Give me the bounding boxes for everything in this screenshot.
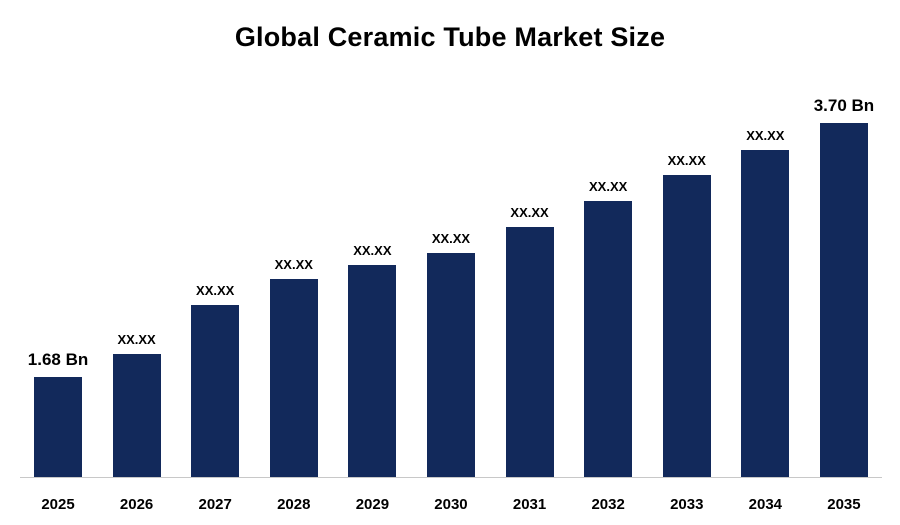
bar-group: 3.70 Bn bbox=[814, 96, 874, 477]
x-axis-label: 2026 bbox=[119, 496, 154, 513]
bars-row: 1.68 Bn XX.XX XX.XX XX.XX XX.XX XX.XX XX.XX XX.… bbox=[28, 84, 874, 477]
bar-group: XX.XX bbox=[426, 231, 475, 477]
bar bbox=[584, 201, 633, 477]
bar-value-label: XX.XX bbox=[274, 257, 313, 272]
x-axis-label: 2030 bbox=[434, 496, 468, 513]
bar-value-label: XX.XX bbox=[431, 231, 471, 246]
chart-title: Global Ceramic Tube Market Size bbox=[234, 22, 666, 52]
x-axis-label: 2032 bbox=[591, 496, 625, 513]
bar bbox=[191, 305, 240, 477]
bar bbox=[505, 227, 554, 477]
bar-value-label: XX.XX bbox=[510, 205, 549, 220]
bar-group: XX.XX bbox=[269, 257, 318, 477]
bar bbox=[426, 253, 475, 477]
bar-value-label: XX.XX bbox=[746, 128, 785, 143]
bar-group: XX.XX bbox=[191, 283, 240, 477]
bar bbox=[819, 123, 868, 477]
x-axis-label: 2031 bbox=[512, 496, 547, 513]
bar-value-label: 1.68 Bn bbox=[27, 350, 89, 369]
bar bbox=[662, 175, 711, 477]
bar-group: XX.XX bbox=[505, 205, 554, 477]
x-axis-label: 2025 bbox=[41, 496, 75, 513]
bar-group: XX.XX bbox=[112, 332, 161, 477]
plot-area: 1.68 Bn XX.XX XX.XX XX.XX XX.XX XX.XX XX.XX XX.… bbox=[20, 84, 882, 478]
bar-value-label: XX.XX bbox=[667, 153, 706, 168]
bar-group: XX.XX bbox=[662, 153, 711, 477]
bar bbox=[112, 354, 161, 477]
x-axis-labels: 2025 2026 2027 2028 2029 2030 2031 2032 2033 2034… bbox=[34, 496, 868, 513]
x-axis-label: 2035 bbox=[827, 496, 861, 513]
bar-group: XX.XX bbox=[741, 128, 790, 477]
bar bbox=[741, 150, 790, 477]
x-axis-label: 2034 bbox=[748, 496, 783, 513]
x-axis-label: 2027 bbox=[198, 496, 232, 513]
x-axis-label: 2033 bbox=[670, 496, 704, 513]
bar bbox=[348, 265, 397, 477]
bar-value-label: XX.XX bbox=[196, 283, 235, 298]
bar bbox=[269, 279, 318, 477]
x-axis-label: 2028 bbox=[277, 496, 311, 513]
bar-value-label: 3.70 Bn bbox=[813, 96, 875, 115]
x-axis-label: 2029 bbox=[355, 496, 390, 513]
bar-group: XX.XX bbox=[348, 243, 397, 477]
bar-group: 1.68 Bn bbox=[28, 350, 88, 477]
bar-value-label: XX.XX bbox=[117, 332, 156, 347]
bar-value-label: XX.XX bbox=[353, 243, 392, 258]
bar-group: XX.XX bbox=[584, 179, 633, 477]
bar-value-label: XX.XX bbox=[589, 179, 628, 194]
bar bbox=[34, 377, 82, 477]
